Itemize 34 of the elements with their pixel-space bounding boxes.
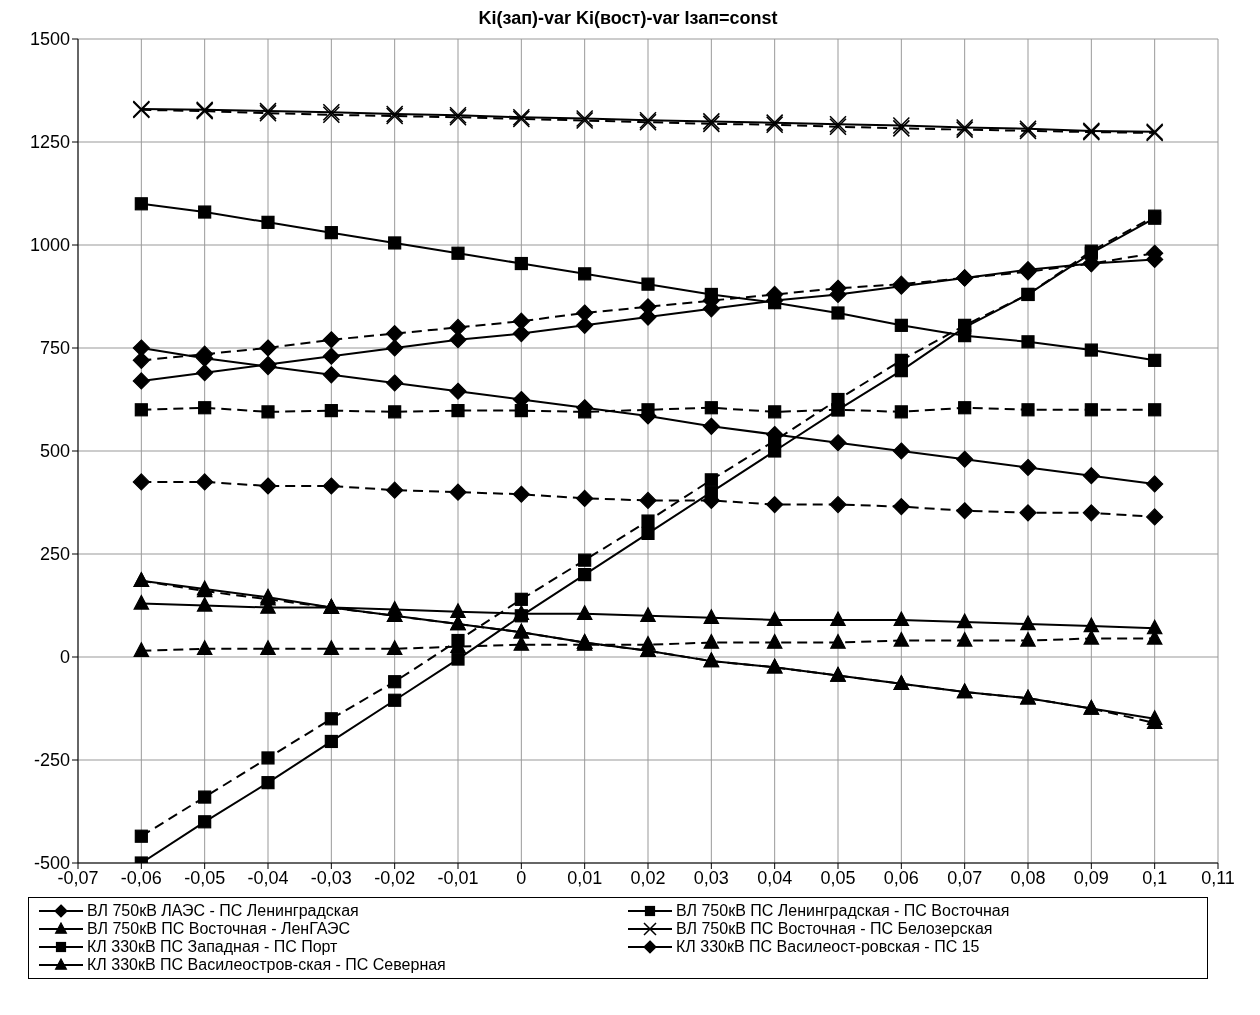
- legend-label: ВЛ 750кВ ПС Ленинградская - ПС Восточная: [676, 902, 1010, 920]
- x-tick-label: 0,08: [1010, 867, 1046, 888]
- x-tick-label: -0,03: [310, 867, 352, 888]
- x-tick-label: 0,11: [1201, 867, 1235, 888]
- legend-label: КЛ 330кВ ПС Западная - ПС Порт: [87, 938, 338, 956]
- y-tick-label: -250: [33, 750, 70, 771]
- x-tick-label: 0,01: [567, 867, 603, 888]
- x-tick-label: 0,07: [947, 867, 983, 888]
- y-tick-label: 500: [39, 441, 70, 462]
- x-tick-label: 0,05: [820, 867, 856, 888]
- legend-label: КЛ 330кВ ПС Василеост-ровская - ПС 15: [676, 938, 980, 956]
- x-tick-label: -0,01: [437, 867, 479, 888]
- x-tick-label: 0: [516, 867, 527, 888]
- x-tick-label: -0,02: [374, 867, 416, 888]
- x-tick-label: 0,03: [693, 867, 729, 888]
- x-tick-label: -0,05: [184, 867, 226, 888]
- x-tick-label: 0,09: [1073, 867, 1109, 888]
- y-tick-label: 1000: [29, 235, 70, 256]
- y-tick-label: 750: [39, 338, 70, 359]
- legend-label: ВЛ 750кВ ЛАЭС - ПС Ленинградская: [87, 902, 359, 920]
- x-tick-label: -0,04: [247, 867, 289, 888]
- x-tick-label: 0,1: [1142, 867, 1168, 888]
- x-tick-label: 0,06: [883, 867, 919, 888]
- legend-label: ВЛ 750кВ ПС Восточная - ПС Белозерская: [676, 920, 993, 938]
- x-tick-label: 0,04: [757, 867, 793, 888]
- y-tick-label: 1500: [29, 29, 70, 50]
- y-tick-label: 250: [39, 544, 70, 565]
- legend-label: ВЛ 750кВ ПС Восточная - ЛенГАЭС: [87, 920, 351, 938]
- x-tick-label: 0,02: [630, 867, 666, 888]
- y-tick-label: 0: [59, 647, 70, 668]
- y-tick-label: 1250: [29, 132, 70, 153]
- x-tick-label: -0,06: [120, 867, 162, 888]
- legend-label: КЛ 330кВ ПС Василеостров-ская - ПС Северная: [87, 956, 446, 974]
- chart-title: Ki(зап)-var Ki(вост)-var Iзап=const: [477, 8, 779, 29]
